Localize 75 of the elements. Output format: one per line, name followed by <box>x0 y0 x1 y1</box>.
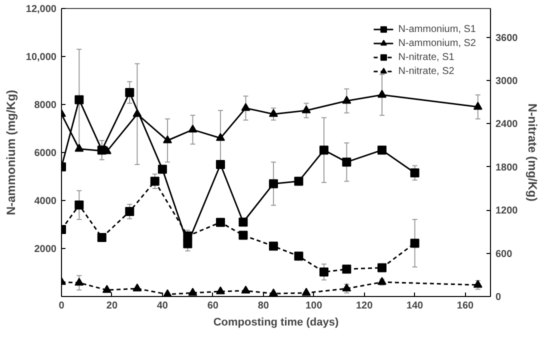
point <box>342 96 352 104</box>
legend-label: N-nitrate, S1 <box>398 50 454 64</box>
point <box>302 105 311 114</box>
point <box>268 242 278 251</box>
legend-label: N-nitrate, S2 <box>398 64 454 78</box>
x-tick-label: 20 <box>106 300 118 312</box>
point <box>342 158 352 167</box>
point <box>377 263 386 272</box>
point <box>132 108 142 117</box>
y2-tick-label: 3600 <box>496 32 518 44</box>
point <box>302 288 311 296</box>
point <box>377 276 386 285</box>
point <box>268 179 278 188</box>
y2-tick-label: 600 <box>496 248 513 260</box>
point <box>319 146 328 155</box>
point <box>216 160 225 169</box>
point <box>473 280 482 288</box>
point <box>125 88 134 97</box>
point <box>216 218 225 227</box>
y2-tick-label: 0 <box>496 292 502 303</box>
point <box>188 124 198 133</box>
point <box>162 135 172 144</box>
x-tick-label: 120 <box>356 300 374 312</box>
point <box>410 238 420 248</box>
y2-tick-label: 3000 <box>496 76 518 87</box>
point <box>183 232 192 241</box>
y-tick-label: 6000 <box>34 148 57 159</box>
point <box>74 95 84 104</box>
x-tick-label: 0 <box>58 300 65 312</box>
point <box>74 278 84 286</box>
y2-tick-label: 1200 <box>496 206 518 217</box>
point <box>377 146 386 155</box>
x-axis-title: Composting time (days) <box>213 316 339 328</box>
point <box>268 108 278 117</box>
point <box>238 230 248 240</box>
point <box>241 102 250 111</box>
point <box>319 268 328 277</box>
point <box>294 252 304 261</box>
point <box>132 283 142 292</box>
point <box>125 207 134 216</box>
y-tick-label: 10,000 <box>26 52 57 63</box>
legend-label: N-ammonium, S1 <box>398 22 476 36</box>
y2-tick-label: 2400 <box>496 119 518 130</box>
x-tick-label: 100 <box>306 300 323 312</box>
x-tick-label: 140 <box>406 300 424 312</box>
x-tick-label: 60 <box>207 300 219 312</box>
point <box>238 218 248 227</box>
y-axis-title: N-ammonium (mg/Kg) <box>4 90 18 216</box>
point <box>188 288 198 296</box>
y-tick-label: 2000 <box>34 244 57 255</box>
point <box>97 232 106 242</box>
point <box>473 102 482 110</box>
point <box>74 144 84 152</box>
x-tick-label: 160 <box>456 300 474 312</box>
y2-tick-label: 1800 <box>496 162 518 174</box>
y-tick-label: 12,000 <box>26 4 57 15</box>
point <box>410 168 420 178</box>
point <box>102 284 112 293</box>
y-tick-label: 8000 <box>34 100 57 111</box>
point <box>216 132 225 141</box>
point <box>158 164 167 174</box>
point <box>74 200 84 210</box>
point <box>241 286 250 294</box>
x-tick-label: 40 <box>156 300 168 312</box>
point <box>294 176 304 186</box>
x-tick-label: 80 <box>258 300 270 312</box>
point <box>342 264 352 274</box>
point <box>150 176 160 186</box>
point <box>268 288 278 296</box>
point <box>342 283 352 292</box>
point <box>377 90 386 98</box>
y2-axis-title: N-nitrate (mg/Kg) <box>526 104 540 202</box>
legend-label: N-ammonium, S2 <box>398 36 476 50</box>
y-tick-label: 4000 <box>34 196 57 207</box>
point <box>216 286 225 294</box>
